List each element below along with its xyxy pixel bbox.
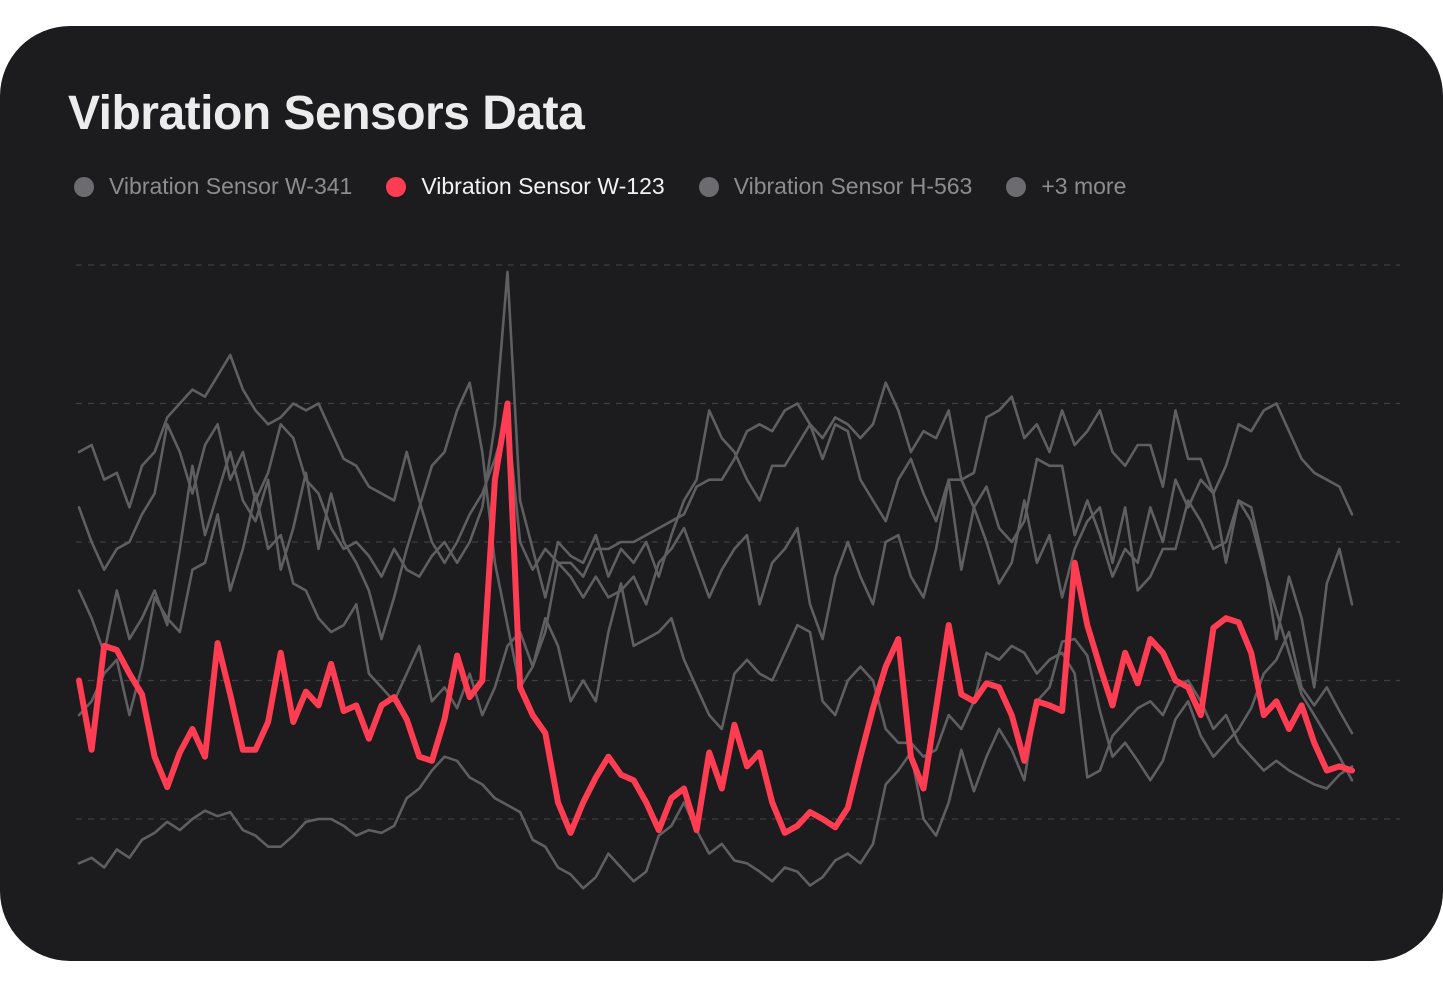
- legend-item-h563[interactable]: Vibration Sensor H-563: [698, 173, 973, 200]
- series-line-sensor-5[interactable]: [77, 492, 1354, 790]
- series-line-vibration-sensor-h-563[interactable]: [77, 270, 1354, 782]
- series-line-vibration-sensor-w-341[interactable]: [77, 353, 1354, 578]
- legend-dot-icon: [74, 176, 94, 197]
- series-line-sensor-4[interactable]: [77, 381, 1354, 689]
- series-line-sensor-6[interactable]: [77, 630, 1354, 890]
- legend: Vibration Sensor W-341 Vibration Sensor …: [74, 173, 1160, 200]
- legend-label: Vibration Sensor H-563: [733, 173, 973, 199]
- legend-dot-icon: [698, 176, 719, 197]
- legend-item-w123[interactable]: Vibration Sensor W-123: [386, 173, 665, 200]
- series-line-vibration-sensor-w-123[interactable]: [76, 400, 1355, 836]
- legend-label: Vibration Sensor W-341: [109, 173, 353, 199]
- legend-label: +3 more: [1041, 173, 1127, 199]
- legend-label: Vibration Sensor W-123: [421, 173, 665, 199]
- line-chart: [76, 264, 1400, 890]
- chart-title: Vibration Sensors Data: [68, 87, 585, 140]
- legend-dot-icon: [1006, 176, 1027, 197]
- chart-card: Vibration Sensors Data Vibration Sensor …: [0, 26, 1443, 961]
- legend-item-more[interactable]: +3 more: [1006, 173, 1126, 200]
- legend-item-w341[interactable]: Vibration Sensor W-341: [74, 173, 352, 200]
- legend-dot-icon: [386, 176, 407, 197]
